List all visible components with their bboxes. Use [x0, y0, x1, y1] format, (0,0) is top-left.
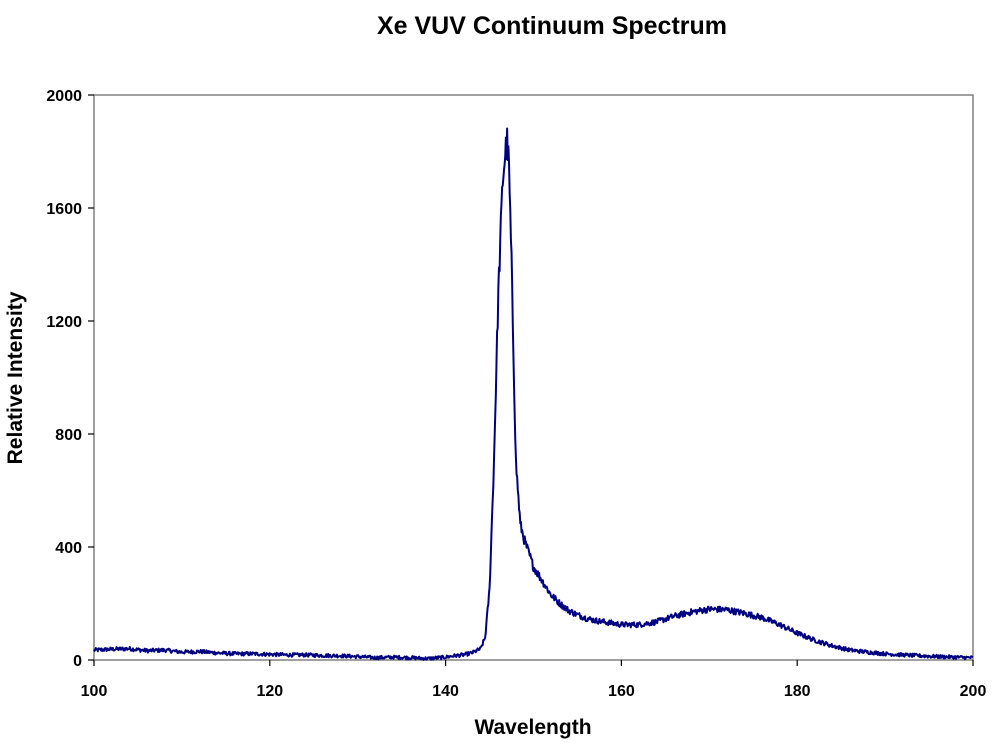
y-tick-label-2000: 2000	[46, 88, 82, 105]
x-tick-label-200: 200	[960, 683, 987, 700]
y-tick-label-400: 400	[55, 540, 82, 557]
x-tick-label-160: 160	[608, 683, 635, 700]
spectrum-line	[93, 127, 974, 661]
y-tick-label-0: 0	[73, 653, 82, 670]
x-axis-ticks: 100 120 140 160 180 200	[81, 660, 987, 700]
x-tick-label-120: 120	[256, 683, 283, 700]
x-axis-label: Wavelength	[474, 716, 591, 739]
x-tick-label-140: 140	[432, 683, 459, 700]
y-axis-ticks: 0 400 800 1200 1600 2000	[46, 88, 94, 670]
x-tick-label-100: 100	[81, 683, 108, 700]
plot-area	[93, 94, 974, 661]
y-axis-label: Relative Intensity	[4, 291, 27, 464]
y-tick-label-1600: 1600	[46, 201, 82, 218]
y-tick-label-1200: 1200	[46, 314, 82, 331]
y-tick-label-800: 800	[55, 427, 82, 444]
chart-title: Xe VUV Continuum Spectrum	[377, 12, 727, 40]
x-tick-label-180: 180	[784, 683, 811, 700]
